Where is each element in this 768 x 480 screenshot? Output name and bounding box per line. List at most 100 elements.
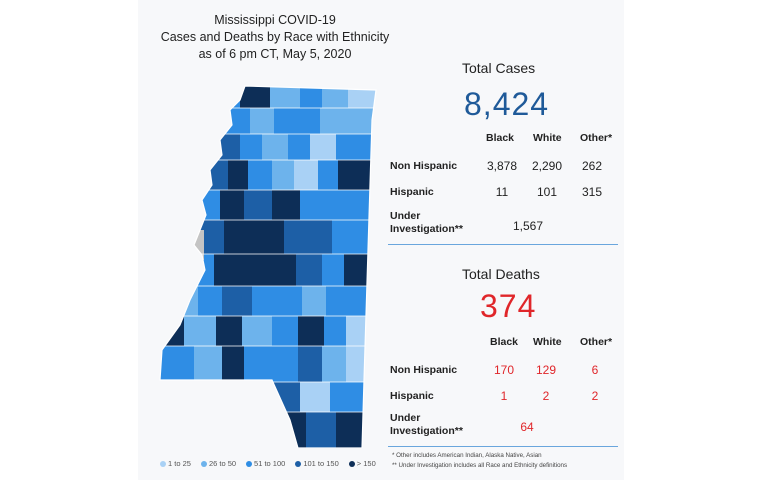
legend-swatch: [246, 460, 253, 467]
county: [306, 412, 336, 448]
county: [216, 316, 242, 346]
county: [294, 108, 320, 134]
county: [240, 86, 270, 108]
county: [220, 108, 250, 134]
county: [270, 412, 306, 448]
legend-item: > 150: [348, 459, 376, 468]
cell: 3,878: [486, 159, 518, 173]
row-label: Hispanic: [390, 390, 434, 402]
legend-swatch: [295, 460, 302, 467]
county: [270, 254, 296, 286]
row-label: Hispanic: [390, 186, 434, 198]
county: [284, 220, 306, 254]
county: [224, 220, 254, 254]
cell: 1: [500, 389, 508, 403]
county: [310, 134, 336, 160]
county: [318, 160, 338, 190]
cell: 2: [542, 389, 550, 403]
county: [222, 346, 244, 382]
map-legend: 1 to 25 26 to 50 51 to 100 101 to 150 > …: [160, 459, 376, 468]
county: [326, 190, 376, 220]
cell: 6: [591, 363, 599, 377]
cell: 315: [581, 185, 603, 199]
county: [298, 346, 322, 382]
county: [294, 160, 318, 190]
cases-heading: Total Cases: [462, 60, 536, 76]
county: [332, 220, 376, 254]
county: [262, 134, 288, 160]
county: [250, 108, 274, 134]
state-outline: [159, 85, 377, 448]
county: [300, 190, 326, 220]
county: [252, 286, 278, 316]
row-label: Under Investigation**: [390, 412, 463, 437]
col-black: Black: [490, 336, 519, 348]
county: [322, 254, 344, 286]
title-line-2: Cases and Deaths by Race with Ethnicity: [160, 30, 390, 44]
legend-item: 101 to 150: [295, 459, 339, 468]
county: [272, 190, 300, 220]
county-tiles: [160, 86, 376, 448]
county: [348, 86, 376, 108]
county: [242, 316, 272, 346]
cases-total: 8,424: [464, 86, 550, 122]
county: [254, 220, 284, 254]
title-line-1: Mississippi COVID-19: [214, 13, 336, 27]
county: [180, 254, 214, 286]
county: [298, 316, 324, 346]
county: [324, 316, 346, 346]
deaths-heading: Total Deaths: [462, 266, 540, 282]
county: [306, 220, 332, 254]
col-other: Other*: [580, 336, 613, 348]
county: [346, 346, 376, 382]
cell: 101: [536, 185, 558, 199]
county: [160, 316, 184, 346]
county: [322, 346, 346, 382]
county: [244, 346, 274, 382]
row-label: Under Investigation**: [390, 210, 463, 235]
county: [214, 254, 240, 286]
county: [248, 160, 272, 190]
legend-swatch: [348, 460, 355, 467]
section-divider: [388, 244, 618, 245]
mississippi-county-map: [159, 85, 377, 448]
cell: 11: [495, 185, 509, 199]
county: [198, 286, 222, 316]
cell: 1,567: [512, 219, 544, 233]
county: [346, 316, 376, 346]
county: [194, 346, 222, 382]
county: [270, 86, 300, 108]
county: [302, 286, 326, 316]
county: [336, 134, 376, 160]
cell: 170: [493, 363, 515, 377]
cell: 129: [535, 363, 557, 377]
county: [320, 108, 340, 134]
county: [170, 286, 198, 316]
county: [278, 286, 302, 316]
cell: 2: [591, 389, 599, 403]
col-white: White: [533, 132, 562, 144]
cases-table: Black White Other* Non Hispanic 3,878 2,…: [390, 130, 620, 242]
county: [222, 286, 252, 316]
legend-item: 26 to 50: [200, 459, 236, 468]
cell: 2,290: [531, 159, 563, 173]
deaths-total: 374: [480, 288, 537, 324]
county: [326, 286, 376, 316]
county: [184, 316, 216, 346]
county: [296, 254, 322, 286]
footnote-other: * Other includes American Indian, Alaska…: [392, 452, 542, 459]
county: [208, 134, 240, 160]
section-divider: [388, 446, 618, 447]
col-other: Other*: [580, 132, 613, 144]
county: [272, 160, 294, 190]
deaths-table: Black White Other* Non Hispanic 170 129 …: [390, 334, 620, 446]
county: [336, 412, 376, 448]
col-black: Black: [486, 132, 515, 144]
county: [244, 190, 272, 220]
county: [274, 346, 298, 382]
county: [220, 190, 244, 220]
county: [240, 254, 270, 286]
cell: 64: [520, 420, 534, 434]
county: [160, 346, 194, 382]
county: [344, 254, 376, 286]
